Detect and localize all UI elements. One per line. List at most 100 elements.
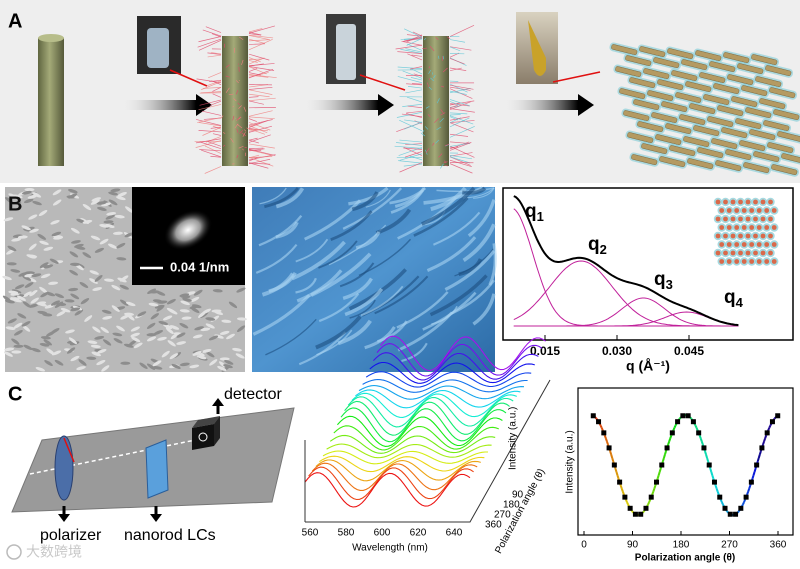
curve-segment <box>658 468 662 473</box>
bundle-rod <box>725 149 752 160</box>
arrow-head <box>58 514 70 522</box>
bristle <box>236 154 239 159</box>
bundle-rod <box>685 81 712 92</box>
lattice-rod <box>726 208 732 213</box>
bristle <box>409 66 423 70</box>
curve-segment <box>616 475 620 480</box>
nanorod <box>101 365 110 372</box>
bundle-rod <box>619 88 646 99</box>
nanorod <box>21 225 31 231</box>
lattice-rod <box>719 242 725 247</box>
sem-texture <box>2 188 247 372</box>
nanorod <box>201 348 212 353</box>
arrow-head <box>196 94 212 116</box>
bristle <box>434 118 439 123</box>
polarizer <box>54 435 74 501</box>
bristle <box>449 58 465 65</box>
peak-symbol: q <box>588 234 600 255</box>
curve-segment <box>651 491 655 495</box>
curve-segment <box>748 485 752 489</box>
nanorod <box>91 197 102 202</box>
spectrum <box>336 415 503 447</box>
nanorod <box>42 313 53 317</box>
bundle-rod <box>643 68 670 79</box>
curve-segment <box>699 438 703 442</box>
curve-segment <box>661 457 665 462</box>
peak-label: q3 <box>654 269 673 292</box>
bristle <box>248 68 258 72</box>
marker <box>717 494 723 500</box>
nanorod <box>40 273 51 279</box>
nanorod <box>35 366 46 372</box>
nanorod <box>28 303 39 308</box>
nanorod <box>96 201 107 205</box>
vial <box>147 28 169 68</box>
bristle <box>438 153 443 158</box>
bristle <box>248 53 270 61</box>
nanorod <box>91 351 102 357</box>
lattice-rod <box>771 225 777 230</box>
bristle <box>406 113 423 119</box>
panel-a <box>38 12 800 177</box>
bristle <box>406 83 423 86</box>
x-tick-label: 90 <box>627 540 639 551</box>
peak-index: 1 <box>537 209 544 224</box>
bundle-rod <box>651 112 678 123</box>
bristle <box>248 118 258 122</box>
marker <box>680 413 686 419</box>
lattice-rod <box>734 225 740 230</box>
spectrum <box>365 371 532 388</box>
nanorod <box>162 323 173 330</box>
curve-segment <box>710 471 714 476</box>
bundle-rod <box>711 138 738 149</box>
bristle <box>236 116 241 121</box>
bristle <box>200 91 222 94</box>
bristle <box>196 119 222 126</box>
bristle <box>395 44 423 50</box>
nanorod <box>192 350 202 356</box>
bristle <box>241 132 247 137</box>
peak-label: q1 <box>525 201 544 224</box>
lattice-rod <box>749 259 755 264</box>
bristle <box>449 102 461 106</box>
nanorod <box>124 232 134 238</box>
nanorod <box>124 312 135 316</box>
detector-label: detector <box>224 386 282 403</box>
curve-segment <box>662 454 666 459</box>
bristle <box>248 120 268 128</box>
bristle <box>235 80 239 84</box>
bristle <box>443 160 447 163</box>
marker <box>733 511 739 517</box>
detector-aperture <box>198 432 208 442</box>
x-tick-label: 0.045 <box>674 344 704 358</box>
nanorod <box>39 262 49 268</box>
bristle <box>210 52 222 55</box>
bristle <box>449 67 467 71</box>
bristle <box>248 66 267 75</box>
marker <box>622 494 628 500</box>
bristle <box>449 101 461 106</box>
bundle-rod <box>767 142 794 153</box>
bristle <box>248 60 258 63</box>
lattice-rod <box>738 216 743 222</box>
panel-label: C <box>8 383 22 405</box>
texture-streak <box>330 210 373 241</box>
nanorod <box>200 327 211 332</box>
curve-segment <box>604 438 608 442</box>
nanorod <box>176 341 187 345</box>
lattice-rod <box>726 225 732 230</box>
lattice-rod <box>753 250 758 256</box>
marker <box>764 430 770 436</box>
texture-streak <box>467 199 496 238</box>
peak-label: q4 <box>724 287 744 310</box>
texture-streak <box>339 262 375 288</box>
nanorod <box>69 269 79 276</box>
bristle <box>199 149 222 152</box>
texture-streak <box>259 187 287 205</box>
nanorod <box>161 350 170 358</box>
bundle-rod <box>771 164 798 175</box>
nanorod <box>226 333 235 340</box>
bristle <box>232 115 235 121</box>
bundle-rod <box>687 158 714 169</box>
bristle <box>248 39 270 42</box>
